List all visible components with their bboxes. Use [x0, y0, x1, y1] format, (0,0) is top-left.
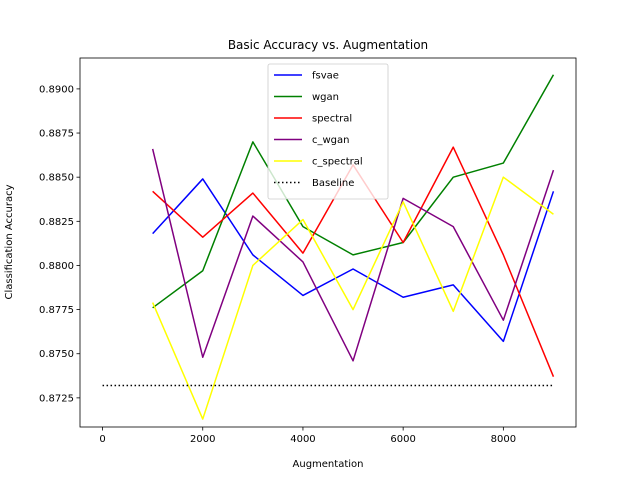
x-tick-label: 8000 [491, 434, 516, 445]
y-tick-label: 0.8750 [39, 349, 74, 360]
y-tick-label: 0.8900 [39, 84, 74, 95]
legend-label: c_spectral [312, 157, 363, 168]
x-axis-label: Augmentation [293, 459, 364, 470]
x-tick-label: 0 [99, 434, 105, 445]
y-tick-label: 0.8875 [39, 129, 74, 140]
legend: fsvae wgan spectral c_wgan c_spectral Baselin… [267, 63, 389, 200]
y-tick-label: 0.8825 [39, 217, 74, 228]
legend-label: Baseline [312, 178, 354, 189]
y-tick-label: 0.8725 [39, 393, 74, 404]
y-axis-label: Classification Accuracy [4, 184, 15, 299]
legend-label: fsvae [312, 71, 339, 82]
chart-title: Basic Accuracy vs. Augmentation [228, 38, 428, 52]
series-line-fsvae [152, 178, 555, 343]
x-tick-label: 4000 [290, 434, 315, 445]
y-tick-label: 0.8775 [39, 305, 74, 316]
x-tick-label: 6000 [390, 434, 415, 445]
y-tick-label: 0.8850 [39, 173, 74, 184]
legend-label: wgan [312, 92, 339, 103]
x-tick-label: 2000 [190, 434, 215, 445]
series-line-c-spectral [151, 176, 554, 420]
series-line-c-wgan [151, 148, 555, 362]
legend-box [267, 63, 389, 200]
series-line-wgan [152, 74, 555, 309]
legend-label: c_wgan [312, 135, 350, 146]
y-tick-label: 0.8800 [39, 261, 74, 272]
axes-frame [79, 57, 577, 428]
legend-label: spectral [312, 114, 352, 125]
